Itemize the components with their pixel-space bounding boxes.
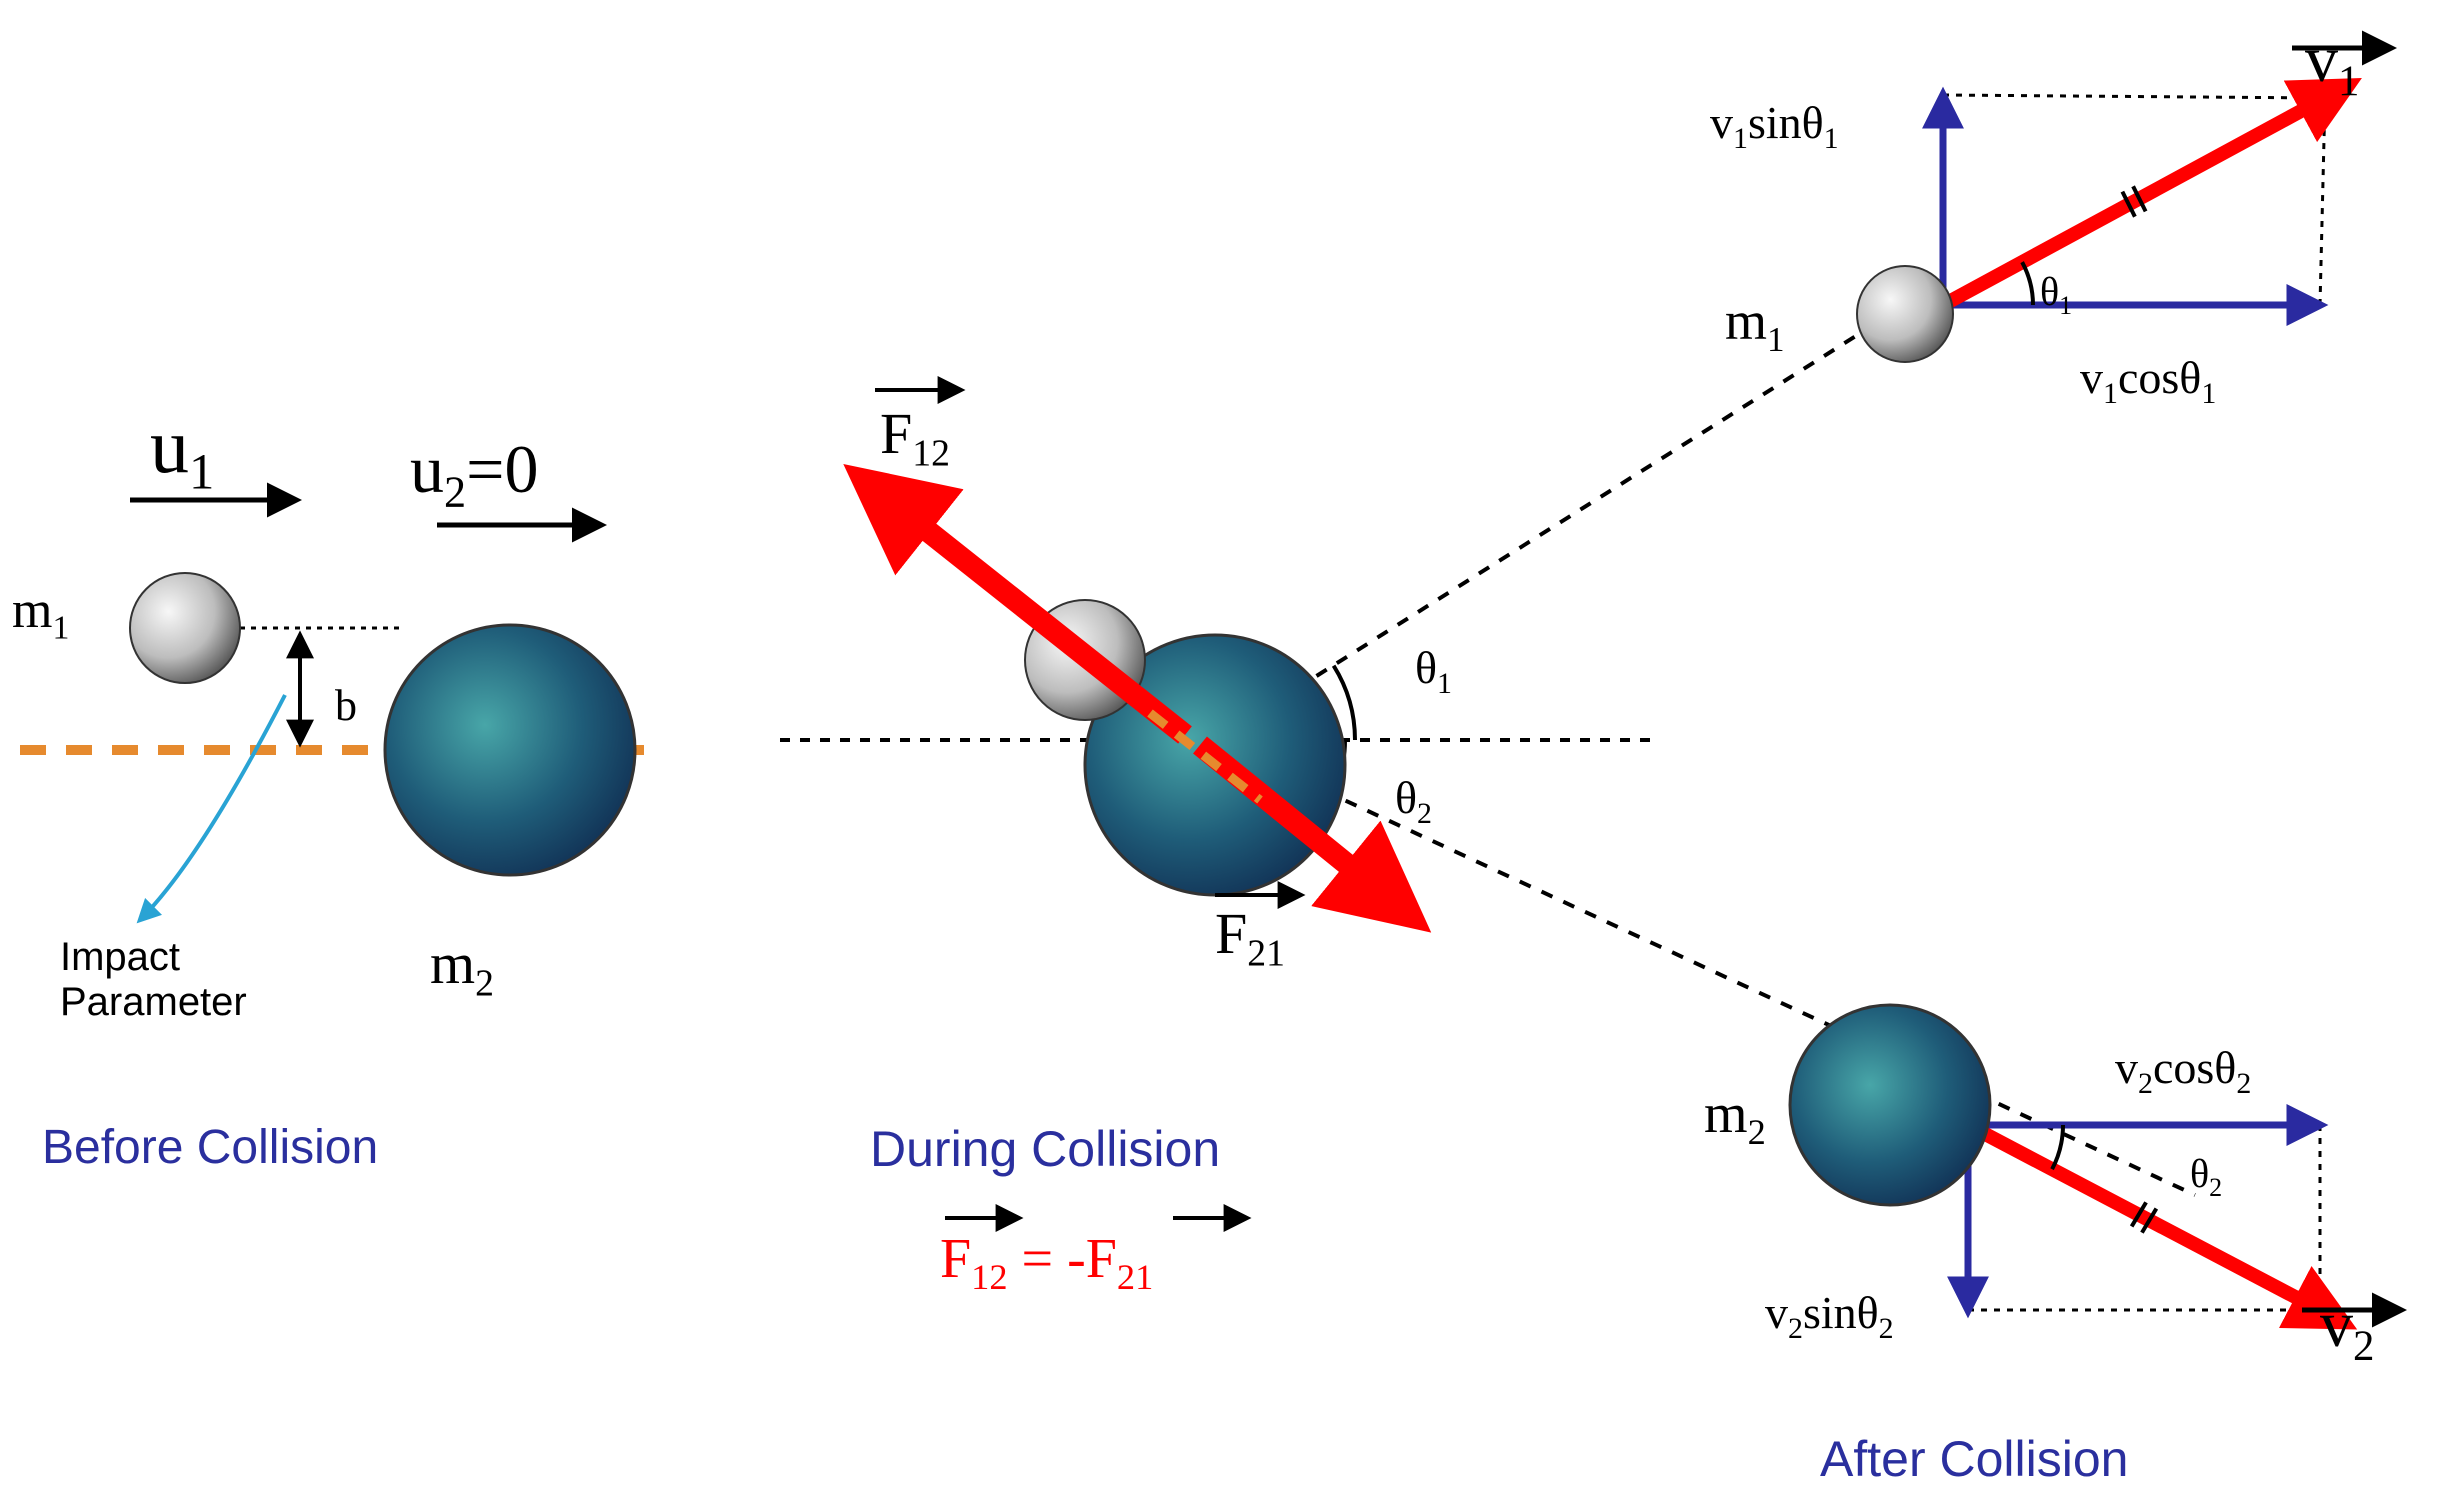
before-title: Before Collision: [42, 1120, 378, 1175]
m1-label: m1: [12, 580, 69, 647]
u1-label: u1: [150, 400, 214, 501]
after-m1: m1: [1725, 290, 1785, 360]
theta1-during: θ1: [1415, 640, 1452, 701]
during-title: During Collision: [870, 1120, 1220, 1178]
v1cos-label: v1cosθ1: [2080, 350, 2216, 411]
m2-label: m2: [430, 930, 494, 1006]
theta2-after: θ2: [2190, 1150, 2222, 1203]
theta1-after: θ1: [2040, 268, 2072, 321]
f21-label: F21: [1215, 900, 1285, 976]
impact-parameter-label: ImpactParameter: [60, 935, 247, 1025]
physics-collision-diagram: [0, 0, 2445, 1501]
v1sin-label: v1sinθ1: [1710, 95, 1839, 156]
after-title: After Collision: [1820, 1430, 2128, 1488]
v2cos-label: v2cosθ2: [2115, 1040, 2251, 1101]
v2sin-label: v2sinθ2: [1765, 1285, 1894, 1346]
v2-label: v2: [2320, 1285, 2374, 1371]
after-m2: m2: [1704, 1080, 1766, 1153]
f12-label: F12: [880, 400, 950, 476]
newton-third-law-eq: F12 = -F21: [940, 1225, 1153, 1298]
u2-label: u2=0: [410, 430, 538, 518]
v1-label: v1: [2305, 20, 2359, 106]
theta2-during: θ2: [1395, 770, 1432, 831]
b-label: b: [335, 680, 357, 731]
